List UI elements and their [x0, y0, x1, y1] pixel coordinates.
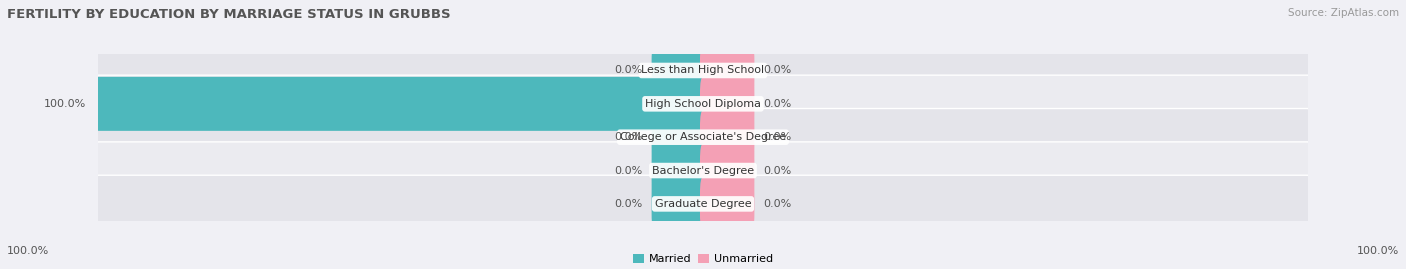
Text: 0.0%: 0.0% — [763, 65, 792, 76]
Text: 0.0%: 0.0% — [614, 165, 643, 176]
Text: Graduate Degree: Graduate Degree — [655, 199, 751, 209]
Text: Source: ZipAtlas.com: Source: ZipAtlas.com — [1288, 8, 1399, 18]
Text: 0.0%: 0.0% — [614, 199, 643, 209]
FancyBboxPatch shape — [651, 44, 706, 97]
Text: 0.0%: 0.0% — [763, 132, 792, 142]
Text: College or Associate's Degree: College or Associate's Degree — [620, 132, 786, 142]
FancyBboxPatch shape — [96, 175, 1310, 233]
Text: Less than High School: Less than High School — [641, 65, 765, 76]
FancyBboxPatch shape — [700, 77, 755, 131]
Text: High School Diploma: High School Diploma — [645, 99, 761, 109]
FancyBboxPatch shape — [96, 77, 706, 131]
Text: FERTILITY BY EDUCATION BY MARRIAGE STATUS IN GRUBBS: FERTILITY BY EDUCATION BY MARRIAGE STATU… — [7, 8, 451, 21]
FancyBboxPatch shape — [96, 142, 1310, 199]
Text: 100.0%: 100.0% — [44, 99, 86, 109]
FancyBboxPatch shape — [700, 144, 755, 197]
FancyBboxPatch shape — [96, 42, 1310, 99]
FancyBboxPatch shape — [96, 75, 1310, 133]
Text: 0.0%: 0.0% — [614, 132, 643, 142]
FancyBboxPatch shape — [700, 44, 755, 97]
Legend: Married, Unmarried: Married, Unmarried — [628, 249, 778, 268]
FancyBboxPatch shape — [651, 177, 706, 231]
FancyBboxPatch shape — [96, 108, 1310, 166]
FancyBboxPatch shape — [700, 177, 755, 231]
Text: 100.0%: 100.0% — [1357, 246, 1399, 256]
FancyBboxPatch shape — [700, 110, 755, 164]
Text: 0.0%: 0.0% — [763, 99, 792, 109]
Text: 0.0%: 0.0% — [614, 65, 643, 76]
Text: 0.0%: 0.0% — [763, 199, 792, 209]
Text: 100.0%: 100.0% — [7, 246, 49, 256]
FancyBboxPatch shape — [651, 144, 706, 197]
FancyBboxPatch shape — [651, 110, 706, 164]
Text: 0.0%: 0.0% — [763, 165, 792, 176]
Text: Bachelor's Degree: Bachelor's Degree — [652, 165, 754, 176]
